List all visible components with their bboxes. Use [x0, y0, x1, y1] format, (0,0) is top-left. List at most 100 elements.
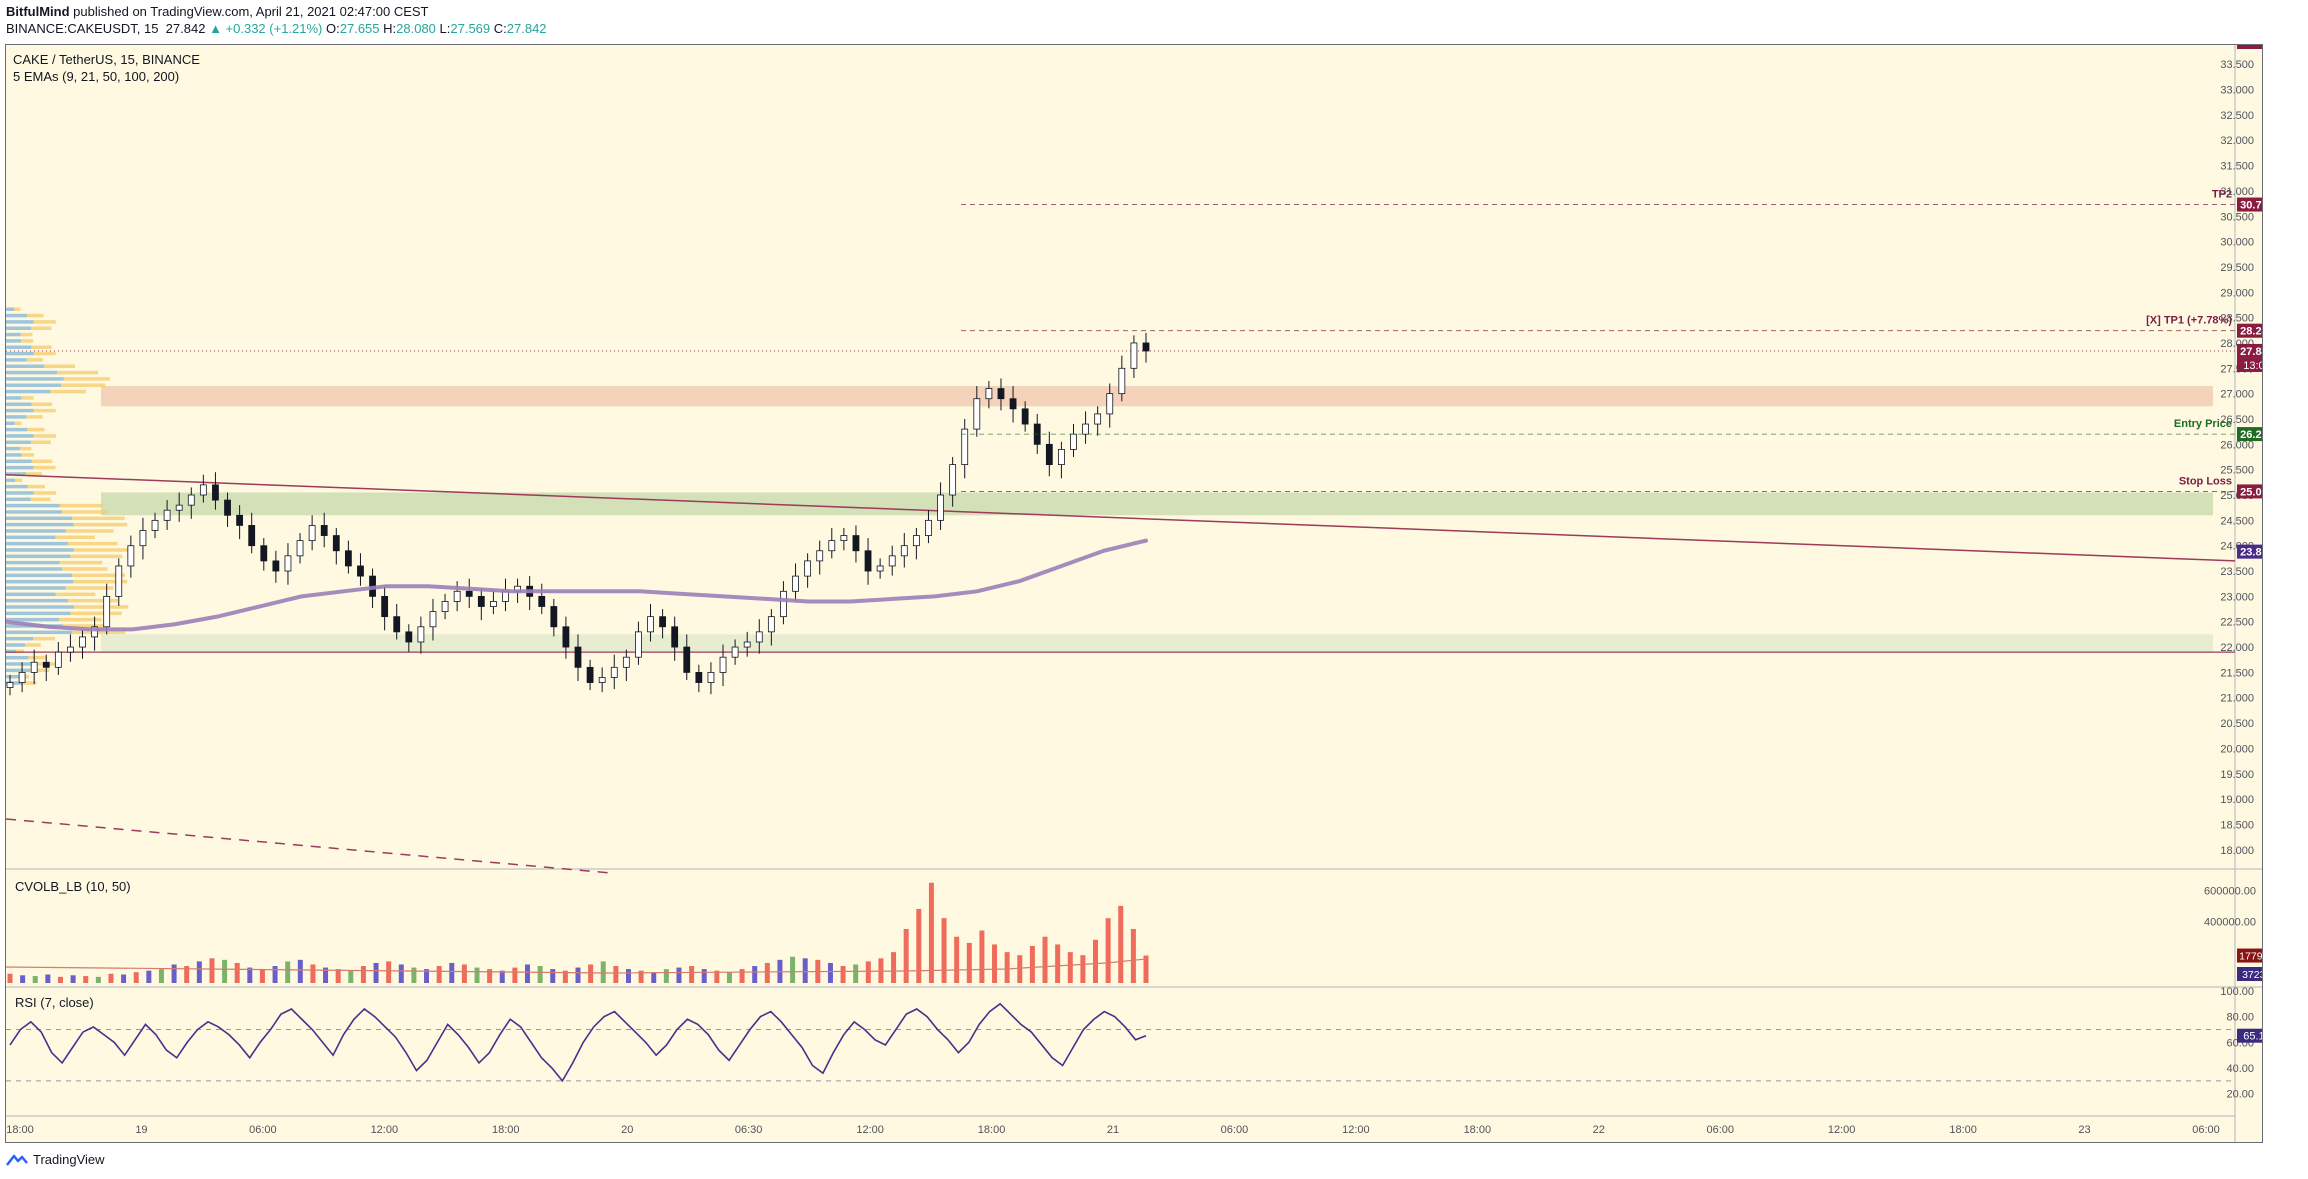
volume-profile-bar	[71, 516, 125, 521]
high-value: 28.080	[396, 21, 436, 36]
volume-bar	[45, 974, 51, 983]
author-name[interactable]: BitfulMind	[6, 4, 70, 19]
ohlc-line: BINANCE:CAKEUSDT, 15 27.842 ▲ +0.332 (+1…	[6, 21, 547, 36]
volume-bar	[285, 961, 291, 983]
footer-brand[interactable]: TradingView	[33, 1152, 105, 1167]
volume-bar	[234, 962, 240, 983]
volume-bar	[928, 882, 934, 983]
volume-bar	[323, 967, 329, 983]
volume-bar	[449, 962, 455, 983]
candle-body	[804, 560, 812, 577]
volume-bar	[487, 969, 493, 983]
volume-profile-bar	[30, 668, 50, 673]
legend-emas[interactable]: 5 EMAs (9, 21, 50, 100, 200)	[13, 69, 179, 84]
candle-body	[308, 525, 316, 542]
time-tick-label: 06:30	[735, 1124, 763, 1136]
volume-profile-bar	[61, 510, 107, 514]
volume-bar	[1017, 955, 1023, 983]
symbol: BINANCE:CAKEUSDT, 15	[6, 21, 159, 36]
volume-profile-bar	[20, 332, 33, 337]
volume-bar	[827, 962, 833, 983]
candle-body	[405, 631, 413, 643]
publish-info: BitfulMind published on TradingView.com,…	[6, 4, 429, 19]
volume-bar	[1055, 944, 1061, 983]
candle-body	[912, 535, 920, 547]
chart-frame[interactable]: CAKE / TetherUS, 15, BINANCE 5 EMAs (9, …	[4, 39, 2293, 1143]
candle-body	[453, 590, 461, 602]
candle-body	[743, 641, 751, 648]
volume-profile-bar	[65, 586, 114, 590]
volume-profile-bar	[6, 573, 73, 578]
volume-bar	[373, 962, 379, 983]
volume-bar	[865, 961, 871, 983]
legend-rsi[interactable]: RSI (7, close)	[15, 995, 94, 1010]
candle-body	[816, 550, 824, 562]
volume-profile-bar	[33, 491, 57, 495]
volume-profile-bar	[6, 681, 23, 685]
low-label: L:	[439, 21, 451, 36]
volume-bar	[1143, 955, 1149, 983]
candle-body	[864, 550, 872, 572]
volume-bar	[613, 966, 619, 983]
volume-bar	[525, 964, 531, 983]
volume-bar	[424, 969, 430, 983]
volume-profile-bar	[6, 636, 34, 641]
volume-bar	[625, 969, 631, 983]
volume-bar	[992, 944, 998, 983]
candle-body	[900, 545, 908, 557]
candle-body	[695, 672, 703, 683]
price-tag-label: 26.202	[2240, 429, 2262, 441]
candle-body	[719, 656, 727, 673]
candle-body	[731, 646, 739, 658]
volume-profile-bar	[72, 573, 125, 578]
volume-profile-bar	[63, 377, 110, 381]
volume-profile-bar	[6, 339, 22, 343]
legend-title[interactable]: CAKE / TetherUS, 15, BINANCE	[13, 52, 200, 67]
volume-profile-bar	[73, 579, 128, 584]
price-tick-label: 27.000	[2220, 389, 2254, 401]
rsi-tick-label: 100.00	[2220, 986, 2254, 998]
volume-profile-bar	[6, 326, 32, 330]
time-tick-label: 18:00	[492, 1124, 520, 1136]
volume-bar	[222, 959, 228, 983]
volume-profile-bar	[70, 611, 122, 616]
volume-profile-bar	[6, 408, 34, 413]
volume-bar	[1130, 929, 1136, 983]
volume-profile-bar	[6, 453, 22, 457]
candle-body	[187, 494, 195, 506]
candle-body	[260, 545, 268, 562]
candle-body	[30, 661, 38, 673]
volume-bar	[562, 970, 568, 983]
volume-profile-bar	[31, 402, 53, 407]
volume-profile-bar	[6, 662, 34, 666]
volume-profile-bar	[59, 503, 103, 508]
candle-body	[755, 631, 763, 643]
price-tick-label: 23.500	[2220, 566, 2254, 578]
volume-bar	[335, 969, 341, 983]
volume-profile-bar	[55, 592, 96, 597]
candle-body	[417, 626, 425, 643]
volume-bar	[752, 966, 758, 983]
candle-body	[538, 595, 546, 607]
volume-profile-bar	[6, 459, 32, 464]
volume-bar	[386, 961, 392, 983]
candle-body	[115, 565, 123, 597]
candle-body	[828, 540, 836, 552]
volume-profile-bar	[6, 522, 74, 527]
open-value: 27.655	[339, 21, 380, 36]
price-tick-label: 28.500	[2220, 313, 2254, 325]
volume-profile-bar	[59, 560, 103, 565]
dashed-trendline	[5, 818, 612, 874]
chart-canvas[interactable]: CAKE / TetherUS, 15, BINANCE 5 EMAs (9, …	[4, 39, 2293, 1142]
tradingview-logo-icon[interactable]	[6, 1153, 28, 1167]
price-tick-label: 32.500	[2220, 110, 2254, 122]
candle-body	[1082, 423, 1089, 435]
candle-body	[344, 550, 352, 567]
volume-bar	[7, 973, 13, 983]
volume-profile-bar	[25, 643, 41, 647]
candle-body	[1009, 398, 1017, 410]
volume-profile-bar	[14, 307, 21, 311]
volume-profile-bar	[50, 389, 86, 394]
rsi-tag-label: 65.19	[2243, 1031, 2262, 1043]
legend-volume[interactable]: CVOLB_LB (10, 50)	[15, 879, 131, 894]
